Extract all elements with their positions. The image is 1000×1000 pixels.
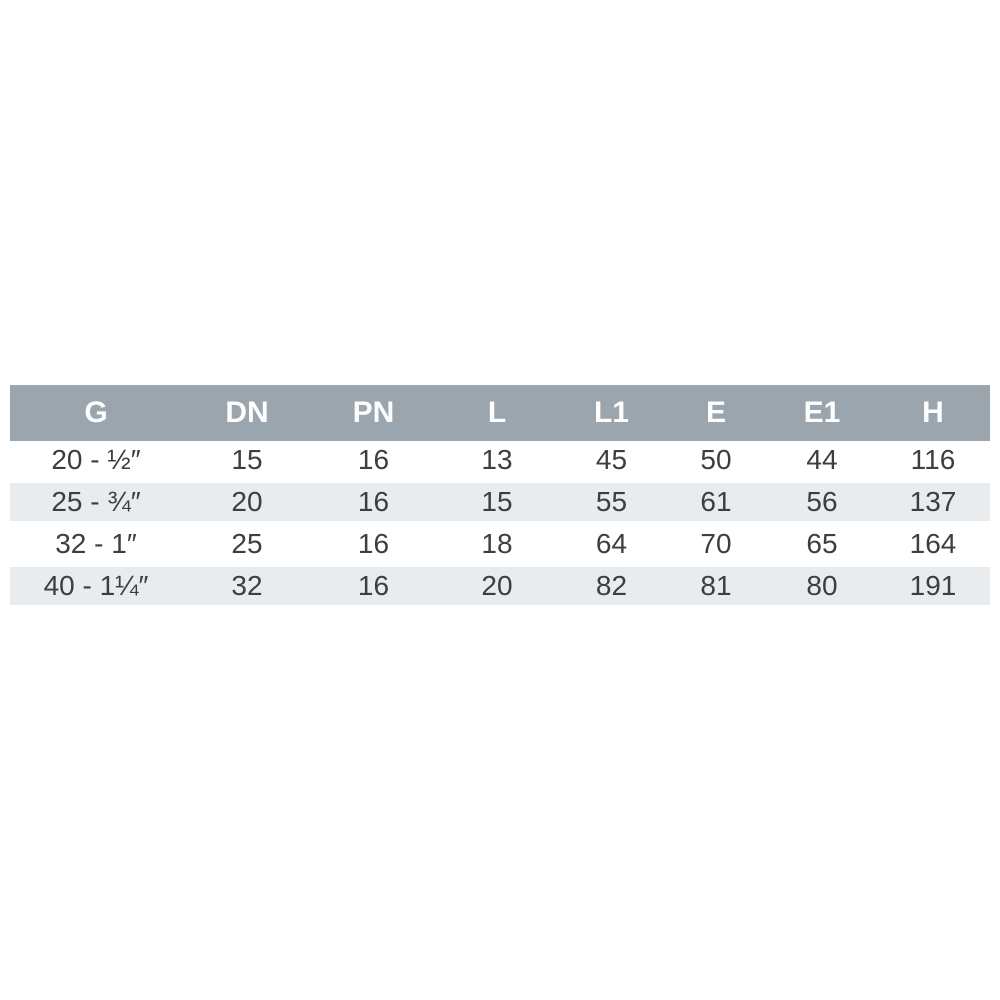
column-header-L1: L1 bbox=[559, 385, 664, 441]
cell-G: 25 - ¾″ bbox=[10, 483, 182, 525]
column-header-DN: DN bbox=[182, 385, 312, 441]
cell-L: 15 bbox=[435, 483, 559, 525]
cell-DN: 32 bbox=[182, 567, 312, 609]
cell-L1: 64 bbox=[559, 525, 664, 567]
cell-L: 20 bbox=[435, 567, 559, 609]
cell-PN: 16 bbox=[312, 567, 435, 609]
cell-PN: 16 bbox=[312, 441, 435, 483]
cell-L1: 82 bbox=[559, 567, 664, 609]
cell-PN: 16 bbox=[312, 483, 435, 525]
cell-DN: 25 bbox=[182, 525, 312, 567]
table-row: 40 - 1¼″ 32 16 20 82 81 80 191 bbox=[10, 567, 990, 609]
column-header-L: L bbox=[435, 385, 559, 441]
cell-G: 32 - 1″ bbox=[10, 525, 182, 567]
cell-E1: 56 bbox=[768, 483, 876, 525]
column-header-H: H bbox=[876, 385, 990, 441]
column-header-E1: E1 bbox=[768, 385, 876, 441]
cell-E: 70 bbox=[664, 525, 768, 567]
cell-H: 164 bbox=[876, 525, 990, 567]
cell-E: 50 bbox=[664, 441, 768, 483]
column-header-G: G bbox=[10, 385, 182, 441]
cell-E1: 80 bbox=[768, 567, 876, 609]
cell-PN: 16 bbox=[312, 525, 435, 567]
cell-L1: 55 bbox=[559, 483, 664, 525]
column-header-PN: PN bbox=[312, 385, 435, 441]
table-body: 20 - ½″ 15 16 13 45 50 44 116 25 - ¾″ 20 16 15 55 61 5… bbox=[10, 441, 990, 609]
table-row: 20 - ½″ 15 16 13 45 50 44 116 bbox=[10, 441, 990, 483]
cell-L1: 45 bbox=[559, 441, 664, 483]
cell-H: 191 bbox=[876, 567, 990, 609]
cell-E1: 44 bbox=[768, 441, 876, 483]
cell-E: 61 bbox=[664, 483, 768, 525]
cell-E: 81 bbox=[664, 567, 768, 609]
cell-L: 18 bbox=[435, 525, 559, 567]
dimensions-spec-table: G DN PN L L1 E E1 H 20 - ½″ 15 16 13 45 50 44 116 25 - … bbox=[10, 385, 990, 609]
table-row: 32 - 1″ 25 16 18 64 70 65 164 bbox=[10, 525, 990, 567]
cell-DN: 20 bbox=[182, 483, 312, 525]
cell-DN: 15 bbox=[182, 441, 312, 483]
table-row: 25 - ¾″ 20 16 15 55 61 56 137 bbox=[10, 483, 990, 525]
cell-H: 116 bbox=[876, 441, 990, 483]
cell-G: 20 - ½″ bbox=[10, 441, 182, 483]
cell-H: 137 bbox=[876, 483, 990, 525]
table-header-row: G DN PN L L1 E E1 H bbox=[10, 385, 990, 441]
cell-L: 13 bbox=[435, 441, 559, 483]
cell-G: 40 - 1¼″ bbox=[10, 567, 182, 609]
cell-E1: 65 bbox=[768, 525, 876, 567]
column-header-E: E bbox=[664, 385, 768, 441]
table-header: G DN PN L L1 E E1 H bbox=[10, 385, 990, 441]
